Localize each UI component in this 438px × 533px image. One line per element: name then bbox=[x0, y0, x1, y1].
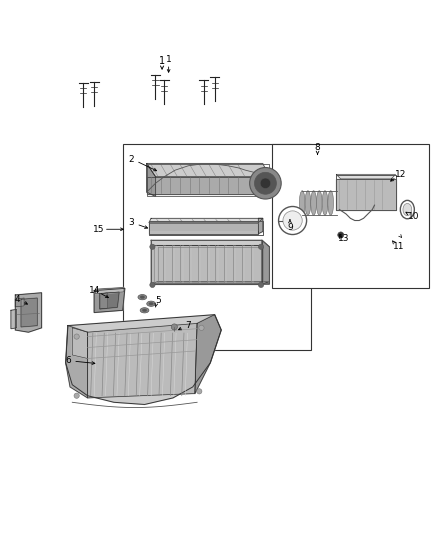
Text: 15: 15 bbox=[93, 225, 104, 234]
Polygon shape bbox=[336, 174, 396, 179]
Text: 12: 12 bbox=[395, 170, 406, 179]
Text: 4: 4 bbox=[15, 295, 20, 304]
Ellipse shape bbox=[149, 302, 153, 305]
Text: 1: 1 bbox=[159, 55, 165, 66]
Polygon shape bbox=[149, 219, 263, 223]
Circle shape bbox=[197, 389, 202, 394]
Text: 10: 10 bbox=[408, 212, 420, 221]
Text: 1: 1 bbox=[166, 55, 172, 64]
Ellipse shape bbox=[403, 204, 412, 216]
Circle shape bbox=[74, 334, 79, 339]
Ellipse shape bbox=[311, 191, 316, 215]
Polygon shape bbox=[195, 314, 221, 393]
Circle shape bbox=[258, 244, 264, 249]
Circle shape bbox=[279, 206, 307, 235]
Circle shape bbox=[260, 178, 271, 189]
Polygon shape bbox=[15, 293, 42, 332]
Circle shape bbox=[338, 232, 344, 238]
Polygon shape bbox=[147, 164, 155, 197]
Text: 6: 6 bbox=[65, 356, 71, 365]
Circle shape bbox=[258, 282, 264, 287]
Ellipse shape bbox=[147, 301, 155, 306]
Bar bbox=[123, 144, 311, 350]
Ellipse shape bbox=[142, 309, 147, 312]
Polygon shape bbox=[336, 179, 396, 209]
Ellipse shape bbox=[138, 295, 147, 300]
Circle shape bbox=[254, 172, 276, 194]
Ellipse shape bbox=[305, 191, 311, 215]
Polygon shape bbox=[147, 177, 263, 194]
Circle shape bbox=[283, 211, 302, 230]
Circle shape bbox=[74, 393, 79, 398]
Circle shape bbox=[199, 325, 204, 330]
Polygon shape bbox=[100, 293, 107, 309]
Polygon shape bbox=[151, 245, 262, 284]
Polygon shape bbox=[88, 324, 197, 398]
Text: 5: 5 bbox=[155, 296, 161, 305]
Ellipse shape bbox=[299, 191, 305, 215]
Circle shape bbox=[150, 282, 155, 287]
Text: 13: 13 bbox=[338, 233, 350, 243]
Text: 11: 11 bbox=[393, 243, 404, 251]
Polygon shape bbox=[100, 292, 119, 309]
Polygon shape bbox=[21, 298, 37, 327]
Text: 14: 14 bbox=[88, 286, 100, 295]
Text: 2: 2 bbox=[129, 155, 134, 164]
Text: 8: 8 bbox=[314, 143, 321, 152]
Polygon shape bbox=[258, 219, 263, 233]
Polygon shape bbox=[151, 282, 269, 284]
Text: 9: 9 bbox=[287, 223, 293, 231]
Text: 3: 3 bbox=[128, 218, 134, 227]
Polygon shape bbox=[66, 326, 88, 398]
Polygon shape bbox=[15, 298, 24, 307]
Polygon shape bbox=[72, 328, 88, 359]
Ellipse shape bbox=[140, 308, 149, 313]
Ellipse shape bbox=[328, 191, 333, 215]
Polygon shape bbox=[66, 314, 221, 405]
Polygon shape bbox=[149, 223, 258, 233]
Polygon shape bbox=[262, 240, 269, 284]
Text: 7: 7 bbox=[185, 321, 191, 330]
Ellipse shape bbox=[400, 200, 414, 219]
Ellipse shape bbox=[140, 296, 145, 298]
Polygon shape bbox=[147, 164, 269, 177]
Circle shape bbox=[171, 324, 177, 330]
Polygon shape bbox=[95, 287, 124, 294]
Circle shape bbox=[250, 167, 281, 199]
Polygon shape bbox=[11, 310, 17, 329]
Ellipse shape bbox=[316, 191, 322, 215]
Polygon shape bbox=[94, 288, 125, 312]
Ellipse shape bbox=[322, 191, 328, 215]
Circle shape bbox=[150, 244, 155, 249]
Polygon shape bbox=[151, 240, 262, 245]
Bar bbox=[272, 144, 429, 288]
